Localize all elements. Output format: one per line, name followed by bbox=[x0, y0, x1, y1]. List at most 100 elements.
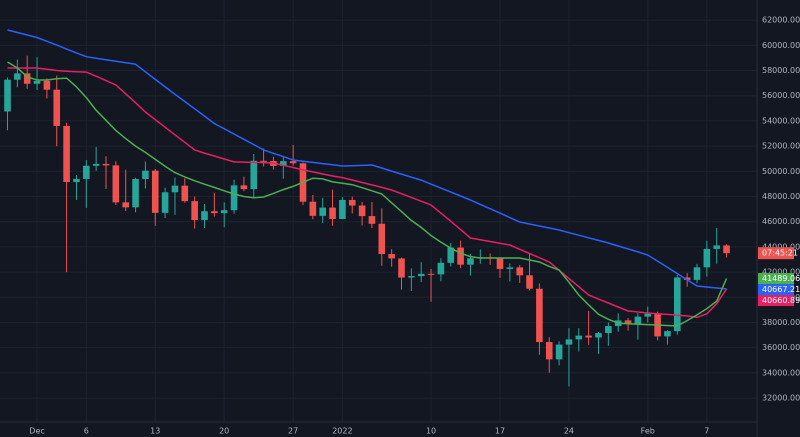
x-tick-label: 2022 bbox=[332, 427, 352, 436]
y-tick-label: 32000.00 bbox=[762, 394, 800, 403]
candle-body bbox=[595, 333, 602, 338]
candle-body bbox=[427, 273, 435, 275]
y-tick-label: 38000.00 bbox=[762, 318, 800, 327]
candle-body bbox=[437, 262, 445, 275]
value-tag-text: 41489.06 bbox=[762, 274, 800, 283]
y-tick-label: 58000.00 bbox=[762, 66, 800, 75]
candle-body bbox=[339, 200, 346, 219]
candle-body bbox=[634, 316, 642, 324]
candle-body bbox=[151, 170, 159, 213]
y-tick-label: 56000.00 bbox=[762, 91, 800, 100]
candle-body bbox=[664, 331, 671, 337]
x-tick-label: 17 bbox=[495, 427, 505, 436]
candle-body bbox=[506, 267, 514, 269]
candle-body bbox=[92, 163, 100, 166]
candle-body bbox=[526, 275, 533, 289]
candle-body bbox=[240, 185, 248, 190]
candle-body bbox=[319, 207, 326, 216]
candle-body bbox=[191, 201, 198, 221]
candle-body bbox=[201, 211, 208, 221]
candle-body bbox=[388, 254, 395, 259]
candle-body bbox=[683, 277, 691, 280]
candle-body bbox=[112, 165, 120, 203]
candle-body bbox=[417, 273, 425, 277]
candle-body bbox=[250, 160, 258, 190]
ma-line bbox=[7, 29, 727, 290]
candle-body bbox=[83, 165, 90, 179]
candle-body bbox=[122, 202, 129, 208]
candle-body bbox=[53, 89, 61, 126]
candle-body bbox=[585, 335, 592, 338]
candle-body bbox=[23, 73, 31, 84]
candle-body bbox=[329, 207, 336, 219]
candle-body bbox=[624, 320, 632, 324]
candle-body bbox=[496, 258, 504, 269]
candle-body bbox=[545, 342, 553, 360]
candle-body bbox=[63, 125, 70, 183]
x-tick-label: 7 bbox=[704, 427, 709, 436]
countdown-text: 07:45:21 bbox=[762, 249, 798, 258]
y-tick-label: 34000.00 bbox=[762, 368, 800, 377]
ma-line bbox=[7, 67, 728, 319]
candle-body bbox=[703, 248, 711, 268]
candle-body bbox=[693, 267, 701, 280]
x-tick-label: 20 bbox=[219, 427, 229, 436]
x-tick-label: 6 bbox=[84, 427, 89, 436]
candle-body bbox=[565, 339, 573, 345]
candle-body bbox=[4, 79, 11, 112]
candle-body bbox=[713, 245, 720, 249]
x-tick-label: 27 bbox=[288, 427, 298, 436]
candle-body bbox=[447, 247, 455, 263]
candle-body bbox=[516, 267, 523, 276]
x-tick-label: 24 bbox=[564, 427, 574, 436]
y-tick-label: 44000.00 bbox=[762, 242, 800, 251]
x-tick-label: Feb bbox=[641, 427, 655, 436]
x-tick-label: Dec bbox=[29, 427, 44, 436]
candle-body bbox=[211, 211, 218, 214]
candle-body bbox=[43, 80, 51, 90]
value-tag bbox=[758, 295, 794, 307]
candle-body bbox=[289, 161, 297, 164]
y-tick-label: 52000.00 bbox=[762, 142, 800, 151]
candle-body bbox=[142, 170, 149, 180]
y-tick-label: 54000.00 bbox=[762, 116, 800, 125]
candle-body bbox=[358, 205, 366, 217]
y-tick-label: 42000.00 bbox=[762, 268, 800, 277]
x-tick-label: 13 bbox=[150, 427, 160, 436]
candle-body bbox=[309, 201, 317, 216]
value-tag-text: 40660.89 bbox=[762, 296, 800, 305]
candle-body bbox=[348, 200, 356, 206]
candle-body bbox=[467, 258, 474, 265]
value-tag bbox=[758, 273, 794, 285]
y-tick-label: 46000.00 bbox=[762, 217, 800, 226]
candle-body bbox=[230, 185, 238, 211]
candle-body bbox=[220, 210, 228, 214]
x-tick-label: 10 bbox=[426, 427, 436, 436]
y-tick-label: 62000.00 bbox=[762, 16, 800, 25]
y-tick-label: 60000.00 bbox=[762, 41, 800, 50]
candle-body bbox=[674, 277, 681, 332]
candle-body bbox=[132, 179, 139, 208]
countdown-tag bbox=[758, 247, 794, 260]
candle-body bbox=[398, 258, 405, 278]
candle-body bbox=[723, 245, 730, 254]
value-tag-text: 40667.21 bbox=[762, 285, 800, 294]
candle-body bbox=[408, 276, 415, 278]
candle-body bbox=[457, 247, 464, 265]
candle-body bbox=[575, 335, 583, 340]
ma-line bbox=[7, 61, 728, 327]
y-tick-label: 48000.00 bbox=[762, 192, 800, 201]
candle-body bbox=[555, 344, 563, 360]
y-tick-label: 50000.00 bbox=[762, 167, 800, 176]
candle-body bbox=[536, 288, 543, 343]
candle-body bbox=[171, 185, 179, 193]
candle-body bbox=[644, 313, 652, 317]
y-tick-label: 36000.00 bbox=[762, 343, 800, 352]
candle-body bbox=[161, 192, 169, 213]
candle-body bbox=[280, 161, 287, 166]
candle-body bbox=[73, 178, 80, 183]
candle-body bbox=[368, 216, 376, 224]
value-tag bbox=[758, 284, 794, 296]
candle-body bbox=[181, 185, 189, 202]
